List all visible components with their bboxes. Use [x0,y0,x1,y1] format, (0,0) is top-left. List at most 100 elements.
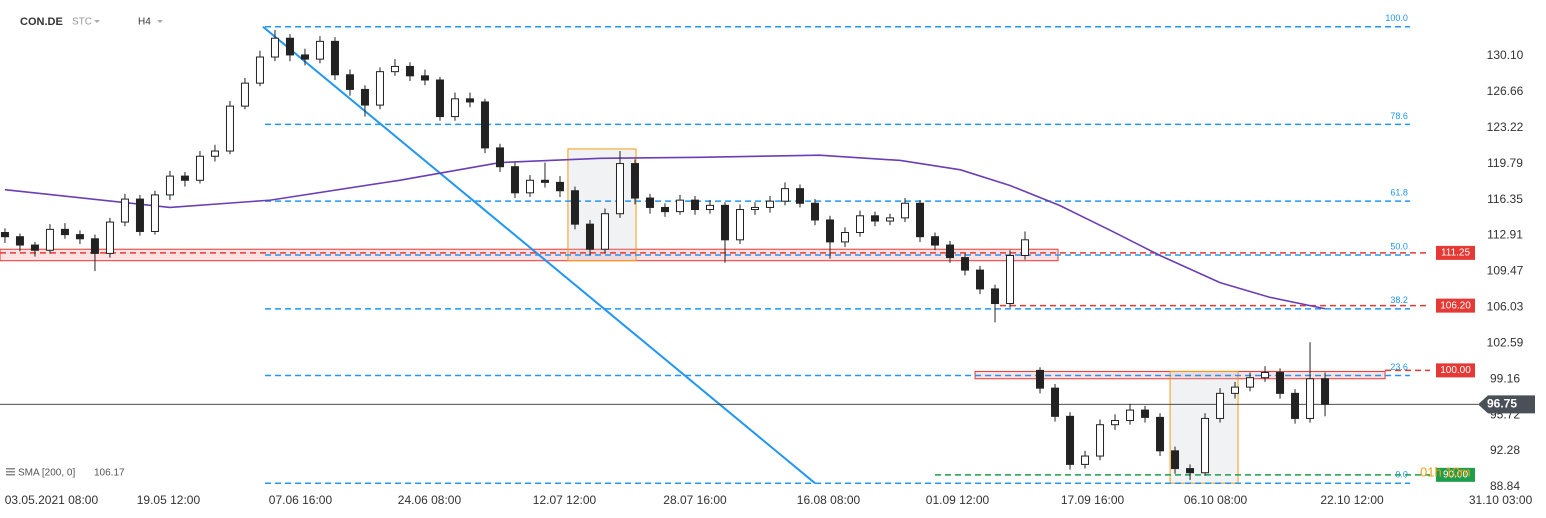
candle-body [420,75,429,81]
fib-label: 61.8 [1390,187,1408,197]
candle-body [465,98,474,103]
price-tag [1436,245,1475,260]
candle-body [450,98,459,118]
candle-body [765,200,774,208]
candle-body [225,105,234,152]
caret[interactable] [94,20,100,23]
x-tick-label: 16.08 08:00 [797,493,861,507]
y-tick-label: 126.66 [1487,84,1524,98]
price-tag-label: 106.20 [1440,300,1471,311]
candle-body [270,37,279,58]
candle-body [555,181,564,192]
x-tick-label: 03.05.2021 08:00 [5,493,99,507]
candle-body [1246,377,1255,388]
price-tag-label: 90.00 [1443,469,1468,480]
fib-label: 78.6 [1390,111,1408,121]
candle-body [1096,424,1105,457]
timeframe[interactable]: H4 [138,17,151,28]
candle-body [480,101,489,149]
candle-body [931,236,940,246]
fib-label: 23.6 [1390,362,1408,372]
last-price-label: 96.75 [1487,397,1517,411]
last-price-tag [1478,395,1535,414]
x-tick-label: 19.05 12:00 [137,493,201,507]
candle-body [0,232,9,238]
plot: 130.10 126.66 123.22 119.79 116.35 112.91 109.… [0,13,1535,507]
candle-body [1306,378,1315,419]
candle-body [946,244,955,259]
x-tick-label: 12.07 12:00 [533,493,597,507]
sma-value: 106.17 [94,468,125,479]
candle-body [150,194,159,232]
fib-label: 100.0 [1385,13,1408,23]
y-tick-label: 116.35 [1487,192,1523,206]
candle-body [841,232,850,243]
candle-body [690,199,699,211]
caret[interactable] [157,20,163,23]
candle-body [30,244,39,251]
candle-body [240,82,249,107]
price-tag [1436,298,1475,313]
candle-body [285,37,294,56]
y-tick-label: 123.22 [1487,120,1524,134]
x-tick-label: 06.10 08:00 [1184,493,1248,507]
x-tick-label: 22.10 12:00 [1320,493,1384,507]
x-tick-label: 24.06 08:00 [398,493,462,507]
candle-body [195,155,204,181]
candle-body [660,206,669,213]
candle-body [60,228,69,236]
candle-body [1126,409,1135,422]
candle-body [796,188,805,204]
symbol[interactable]: CON.DE [20,16,63,28]
candle-body [120,198,129,223]
candle-body [45,228,54,251]
candle-body [495,147,504,168]
candle-body [1291,392,1300,419]
candle-body [180,175,189,181]
candle-body [1171,450,1180,470]
candle-body [735,209,744,241]
candle-body [1201,417,1210,474]
trend-line [262,25,816,484]
candle-body [1111,420,1120,426]
candle-body [720,204,729,241]
candle-body [1066,415,1075,465]
candle-body [90,238,99,254]
candle-body [991,288,1000,305]
candle-body [405,65,414,77]
candle-body [1006,254,1015,305]
y-tick-label: 88.84 [1490,479,1520,493]
fib-label: 38.2 [1390,295,1408,305]
price-tag [1436,467,1475,482]
indicator-icon[interactable] [6,468,15,476]
y-tick-label: 92.28 [1490,443,1520,457]
candle-body [300,54,309,60]
candle-body [781,188,790,202]
y-tick-label: 130.10 [1487,48,1524,62]
candle-body [75,234,84,240]
x-tick-label: 07.06 16:00 [269,493,333,507]
candle-body [345,74,354,90]
candle-body [255,56,264,84]
candle-body [961,257,970,271]
candle-body [705,204,714,211]
candle-body [886,217,895,222]
candle-body [630,163,639,199]
candle-body [105,221,114,254]
candle-body [1216,392,1225,419]
candle-body [1051,387,1060,417]
fib-label: 0.0 [1395,470,1408,480]
candle-body [210,150,219,157]
candle-body [510,166,519,194]
fib-label: 50.0 [1390,241,1408,251]
candle-body [1036,369,1045,389]
candle-body [375,71,384,106]
candle-body [615,163,624,215]
candle-body [1021,239,1030,256]
candle-body [390,65,399,73]
candle-body [1231,386,1240,394]
price-tag [1436,363,1475,378]
